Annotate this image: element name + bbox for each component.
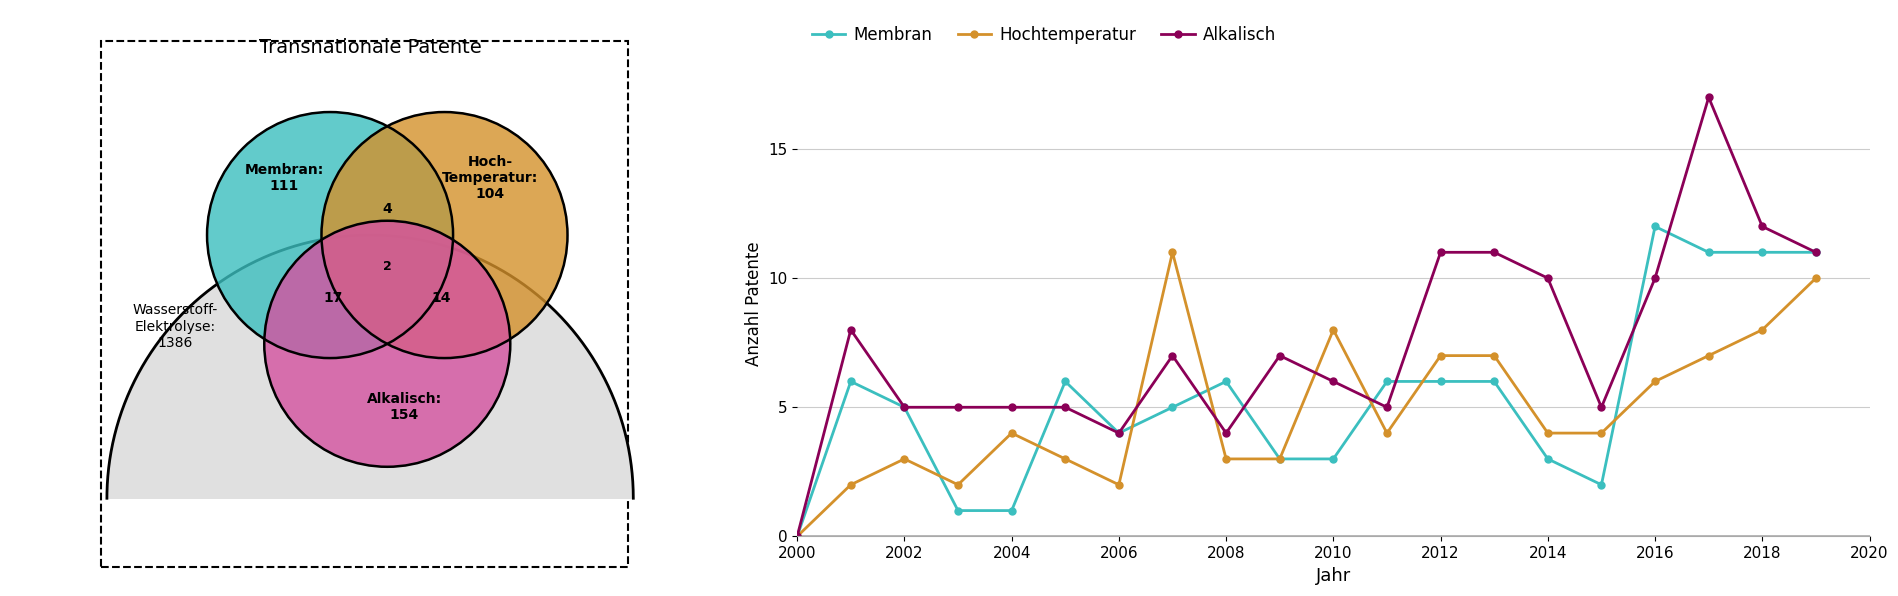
Membran [947,507,970,514]
Hochtemperatur [1162,249,1184,256]
Hochtemperatur [1482,352,1505,359]
Alkalisch [1591,403,1613,411]
Hochtemperatur [1697,352,1720,359]
Membran [1752,249,1775,256]
Polygon shape [106,235,634,498]
Alkalisch [1053,403,1076,411]
Hochtemperatur [839,481,862,488]
Membran [1162,403,1184,411]
Membran [1376,378,1399,385]
Hochtemperatur [786,533,809,540]
Line: Alkalisch: Alkalisch [793,94,1820,540]
Hochtemperatur [1268,455,1291,462]
Alkalisch [1268,352,1291,359]
Text: Hoch-
Temperatur:
104: Hoch- Temperatur: 104 [442,154,539,201]
Membran [894,403,917,411]
Membran [1482,378,1505,385]
Line: Hochtemperatur: Hochtemperatur [793,249,1820,540]
Alkalisch [1537,275,1560,282]
Text: 14: 14 [433,291,452,305]
Hochtemperatur [1000,430,1023,437]
Alkalisch [1108,430,1131,437]
Membran [1000,507,1023,514]
Line: Membran: Membran [793,223,1820,540]
Alkalisch [1429,249,1452,256]
Hochtemperatur [1591,430,1613,437]
Circle shape [321,112,568,358]
Alkalisch [894,403,917,411]
Alkalisch [1482,249,1505,256]
Membran [1697,249,1720,256]
Hochtemperatur [1108,481,1131,488]
Text: Wasserstoff-
Elektrolyse:
1386: Wasserstoff- Elektrolyse: 1386 [133,303,218,350]
Membran [1268,455,1291,462]
Alkalisch [786,533,809,540]
Alkalisch [1752,223,1775,230]
Alkalisch [1376,403,1399,411]
Alkalisch [1644,275,1666,282]
Membran [1215,378,1237,385]
Membran [839,378,862,385]
Alkalisch [947,403,970,411]
Y-axis label: Anzahl Patente: Anzahl Patente [744,241,763,367]
Membran [1429,378,1452,385]
Hochtemperatur [894,455,917,462]
Text: Transnationale Patente: Transnationale Patente [258,38,482,57]
Hochtemperatur [1805,275,1828,282]
Membran [1805,249,1828,256]
Alkalisch [1323,378,1346,385]
Membran [1537,455,1560,462]
Hochtemperatur [1376,430,1399,437]
Hochtemperatur [947,481,970,488]
Legend: Membran, Hochtemperatur, Alkalisch: Membran, Hochtemperatur, Alkalisch [805,20,1283,51]
Text: Alkalisch:
154: Alkalisch: 154 [366,392,442,422]
Membran [1108,430,1131,437]
Hochtemperatur [1752,326,1775,333]
Circle shape [264,221,511,467]
Alkalisch [1697,94,1720,101]
Alkalisch [1805,249,1828,256]
Alkalisch [1162,352,1184,359]
X-axis label: Jahr: Jahr [1315,567,1351,585]
Text: Membran:
111: Membran: 111 [245,163,325,193]
Text: 2: 2 [383,260,391,273]
Hochtemperatur [1429,352,1452,359]
Hochtemperatur [1053,455,1076,462]
Hochtemperatur [1537,430,1560,437]
Hochtemperatur [1644,378,1666,385]
Membran [1644,223,1666,230]
Alkalisch [1215,430,1237,437]
Alkalisch [1000,403,1023,411]
Membran [1591,481,1613,488]
Hochtemperatur [1215,455,1237,462]
Circle shape [207,112,454,358]
Text: 17: 17 [323,291,344,305]
Membran [1053,378,1076,385]
Membran [1323,455,1346,462]
Membran [786,533,809,540]
Alkalisch [839,326,862,333]
Hochtemperatur [1323,326,1346,333]
Text: 4: 4 [381,202,393,216]
